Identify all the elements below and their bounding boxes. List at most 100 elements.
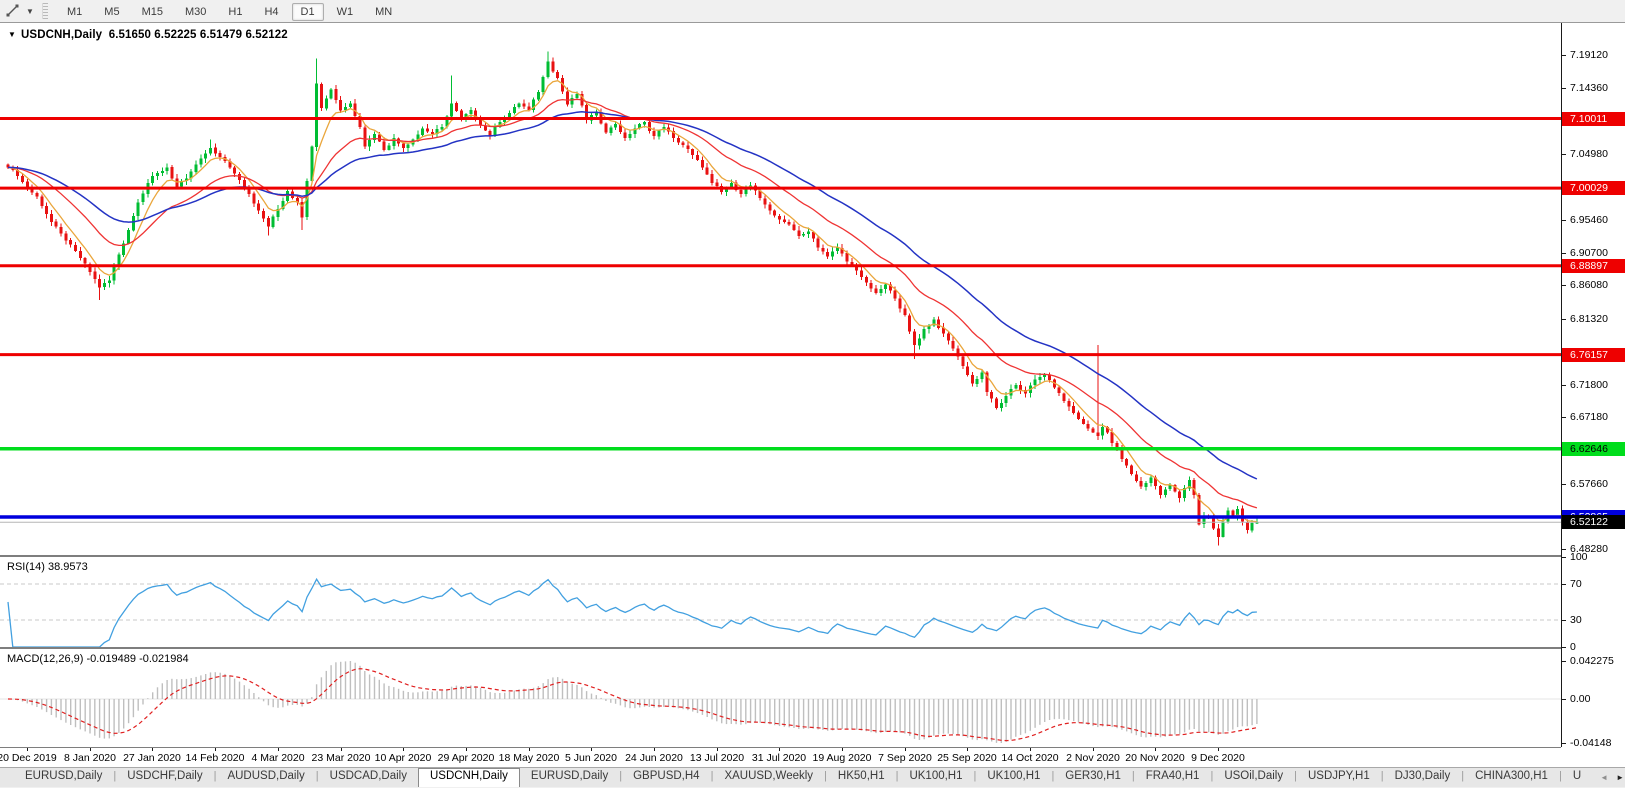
pane-divider[interactable] bbox=[0, 555, 1561, 557]
time-axis-label: 29 Apr 2020 bbox=[437, 752, 495, 764]
time-axis-label: 24 Jun 2020 bbox=[625, 752, 683, 764]
timeframe-button-d1[interactable]: D1 bbox=[291, 3, 324, 21]
timeframe-button-mn[interactable]: MN bbox=[375, 6, 393, 18]
chart-tab-dj30-daily[interactable]: DJ30,Daily bbox=[1394, 770, 1451, 782]
chart-tab-eurusd-daily[interactable]: EURUSD,Daily bbox=[530, 770, 609, 782]
tab-separator: | bbox=[1380, 770, 1384, 782]
chart-tab-usdcnh-daily[interactable]: USDCNH,Daily bbox=[417, 768, 520, 787]
time-axis-tick bbox=[842, 748, 843, 751]
price-level-label: 6.88897 bbox=[1562, 258, 1625, 273]
time-axis-label: 18 May 2020 bbox=[498, 752, 560, 764]
price-axis-label: 6.86080 bbox=[1562, 279, 1625, 291]
chart-title: ▼ USDCNH,Daily 6.51650 6.52225 6.51479 6.… bbox=[8, 29, 288, 41]
time-axis-label: 7 Sep 2020 bbox=[878, 752, 932, 764]
chart-tab-fra40-h1[interactable]: FRA40,H1 bbox=[1145, 770, 1200, 782]
macd-label: MACD(12,26,9) -0.019489 -0.021984 bbox=[7, 653, 189, 665]
chart-tab-eurusd-daily[interactable]: EURUSD,Daily bbox=[25, 770, 103, 782]
time-axis-tick bbox=[1030, 748, 1031, 751]
time-axis-tick bbox=[529, 748, 530, 751]
time-axis-label: 20 Nov 2020 bbox=[1125, 752, 1185, 764]
rsi-indicator-pane[interactable] bbox=[0, 557, 1561, 647]
time-axis-tick bbox=[403, 748, 404, 751]
ma-fast-line bbox=[7, 80, 1257, 523]
price-axis-label: 6.71800 bbox=[1562, 379, 1625, 391]
tool-dropdown-caret-icon[interactable]: ▼ bbox=[26, 6, 34, 16]
tab-separator: | bbox=[1131, 770, 1135, 782]
time-axis-tick bbox=[1155, 748, 1156, 751]
price-axis-label: 6.90700 bbox=[1562, 247, 1625, 259]
time-axis-tick bbox=[152, 748, 153, 751]
tab-scroll-arrows: ◄ ► bbox=[1592, 768, 1625, 787]
rsi-label: RSI(14) 38.9573 bbox=[7, 561, 88, 573]
timeframe-button-m30[interactable]: M30 bbox=[184, 6, 207, 18]
time-axis-label: 10 Apr 2020 bbox=[374, 752, 432, 764]
time-axis[interactable]: 20 Dec 2019 8 Jan 2020 27 Jan 2020 14 Feb 2… bbox=[0, 747, 1561, 767]
price-level-label: 6.62646 bbox=[1562, 441, 1625, 456]
ma-mid-line bbox=[7, 98, 1258, 509]
time-axis-tick bbox=[90, 748, 91, 751]
candles bbox=[6, 51, 1259, 546]
chart-tab-usdjpy-h1[interactable]: USDJPY,H1 bbox=[1307, 770, 1370, 782]
tab-separator: | bbox=[1461, 770, 1465, 782]
timeframe-button-h4[interactable]: H4 bbox=[264, 6, 279, 18]
chart-tab-bar: EURUSD,Daily | USDCHF,Daily | AUDUSD,Daily | U… bbox=[0, 767, 1625, 787]
tab-scroll-left-icon[interactable]: ◄ bbox=[1600, 773, 1609, 782]
tab-separator: | bbox=[824, 770, 827, 782]
time-axis-tick bbox=[654, 748, 655, 751]
time-axis-label: 14 Feb 2020 bbox=[185, 752, 245, 764]
rsi-value: 38.9573 bbox=[47, 561, 88, 573]
chart-tab-china300-h1[interactable]: CHINA300,H1 bbox=[1475, 770, 1548, 782]
chart-tab-audusd-daily[interactable]: AUDUSD,Daily bbox=[227, 770, 305, 782]
price-axis-label: 7.14360 bbox=[1562, 82, 1625, 94]
time-axis-label: 23 Mar 2020 bbox=[311, 752, 371, 764]
chart-tab-u[interactable]: U bbox=[1572, 770, 1582, 782]
price-level-label: 7.00029 bbox=[1562, 181, 1625, 196]
macd-signal-value: -0.021984 bbox=[139, 653, 189, 665]
timeframe-button-group: M1 M5 M15 M30 H1 H4 D1 W1 MN bbox=[56, 2, 403, 21]
chart-tab-hk50-h1[interactable]: HK50,H1 bbox=[837, 770, 885, 782]
time-axis-tick bbox=[717, 748, 718, 751]
chart-tab-usdchf-daily[interactable]: USDCHF,Daily bbox=[127, 770, 203, 782]
price-axis[interactable]: 7.19120 7.14360 7.04980 6.95460 6.90700 6.860… bbox=[1561, 23, 1625, 749]
timeframe-button-m5[interactable]: M5 bbox=[104, 6, 120, 18]
time-axis-tick bbox=[1218, 748, 1219, 751]
tab-separator: | bbox=[1558, 770, 1562, 782]
chart-tab-uk100-h1[interactable]: UK100,H1 bbox=[909, 770, 963, 782]
macd-signal-line bbox=[7, 668, 1258, 742]
pane-divider[interactable] bbox=[0, 647, 1561, 649]
timeframe-button-m1[interactable]: M1 bbox=[67, 6, 83, 18]
time-axis-tick bbox=[278, 748, 279, 751]
tab-separator: | bbox=[213, 770, 217, 782]
macd-main-value: -0.019489 bbox=[86, 653, 137, 665]
time-axis-label: 13 Jul 2020 bbox=[689, 752, 745, 764]
tab-scroll-right-icon[interactable]: ► bbox=[1616, 773, 1624, 782]
chart-tab-xauusd-weekly[interactable]: XAUUSD,Weekly bbox=[724, 770, 814, 782]
price-axis-label: 7.04980 bbox=[1562, 148, 1625, 160]
collapse-triangle-icon[interactable]: ▼ bbox=[8, 30, 17, 39]
timeframe-button-w1[interactable]: W1 bbox=[336, 6, 354, 18]
chart-tab-gbpusd-h4[interactable]: GBPUSD,H4 bbox=[633, 770, 700, 782]
chart-tab-usoil-daily[interactable]: USOil,Daily bbox=[1224, 770, 1284, 782]
price-axis-label: 100 bbox=[1562, 551, 1625, 563]
timeframe-button-h1[interactable]: H1 bbox=[228, 6, 243, 18]
time-axis-tick bbox=[905, 748, 906, 751]
time-axis-label: 19 Aug 2020 bbox=[812, 752, 872, 764]
chart-window: ▼ USDCNH,Daily 6.51650 6.52225 6.51479 6.… bbox=[0, 23, 1625, 767]
price-axis-label: 6.57660 bbox=[1562, 478, 1625, 490]
price-level-label: 7.10011 bbox=[1562, 111, 1625, 126]
chart-tab-ger30-h1[interactable]: GER30,H1 bbox=[1065, 770, 1121, 782]
time-axis-tick bbox=[466, 748, 467, 751]
price-axis-label: 0 bbox=[1562, 641, 1625, 653]
timeframe-button-m15[interactable]: M15 bbox=[141, 6, 163, 18]
rsi-line bbox=[7, 577, 1257, 647]
price-axis-label: 6.95460 bbox=[1562, 214, 1625, 226]
ohlc-high: 6.52225 bbox=[154, 29, 197, 41]
trendline-tool-icon[interactable] bbox=[4, 3, 22, 19]
chart-tab-usdcad-daily[interactable]: USDCAD,Daily bbox=[329, 770, 407, 782]
time-axis-label: 20 Dec 2019 bbox=[0, 752, 57, 764]
price-axis-label: 6.81320 bbox=[1562, 313, 1625, 325]
price-axis-label: -0.04148 bbox=[1562, 737, 1625, 749]
price-chart-pane[interactable] bbox=[0, 23, 1561, 555]
chart-tab-uk100-h1[interactable]: UK100,H1 bbox=[987, 770, 1041, 782]
macd-indicator-pane[interactable] bbox=[0, 649, 1561, 747]
